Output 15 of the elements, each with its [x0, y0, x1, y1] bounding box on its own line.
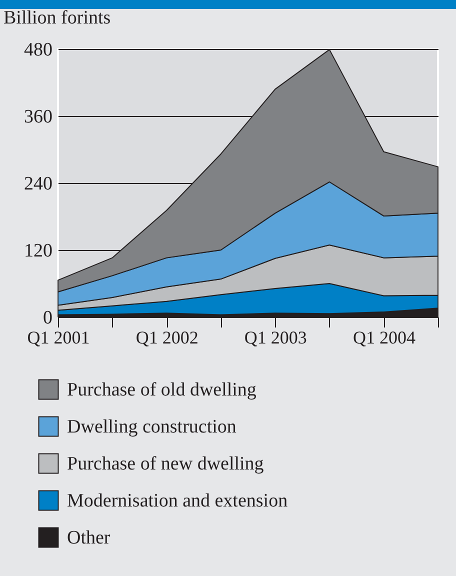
legend-label: Modernisation and extension [67, 490, 288, 512]
x-tick-label: Q1 2001 [27, 328, 90, 348]
legend-label: Dwelling construction [67, 416, 237, 438]
y-axis-title: Billion forints [4, 8, 111, 28]
x-tick-label: Q1 2004 [352, 328, 416, 348]
legend-label: Other [67, 528, 111, 548]
y-tick-label: 360 [24, 106, 52, 128]
y-tick-label: 0 [43, 308, 52, 328]
x-tick-label: Q1 2003 [244, 328, 307, 348]
legend-label: Purchase of old dwelling [67, 380, 257, 400]
y-tick-label: 120 [24, 240, 52, 262]
y-tick-label: 480 [24, 40, 52, 60]
x-tick-label: Q1 2002 [136, 328, 198, 348]
y-tick-label: 240 [24, 174, 52, 194]
legend-label: Purchase of new dwelling [67, 454, 264, 474]
